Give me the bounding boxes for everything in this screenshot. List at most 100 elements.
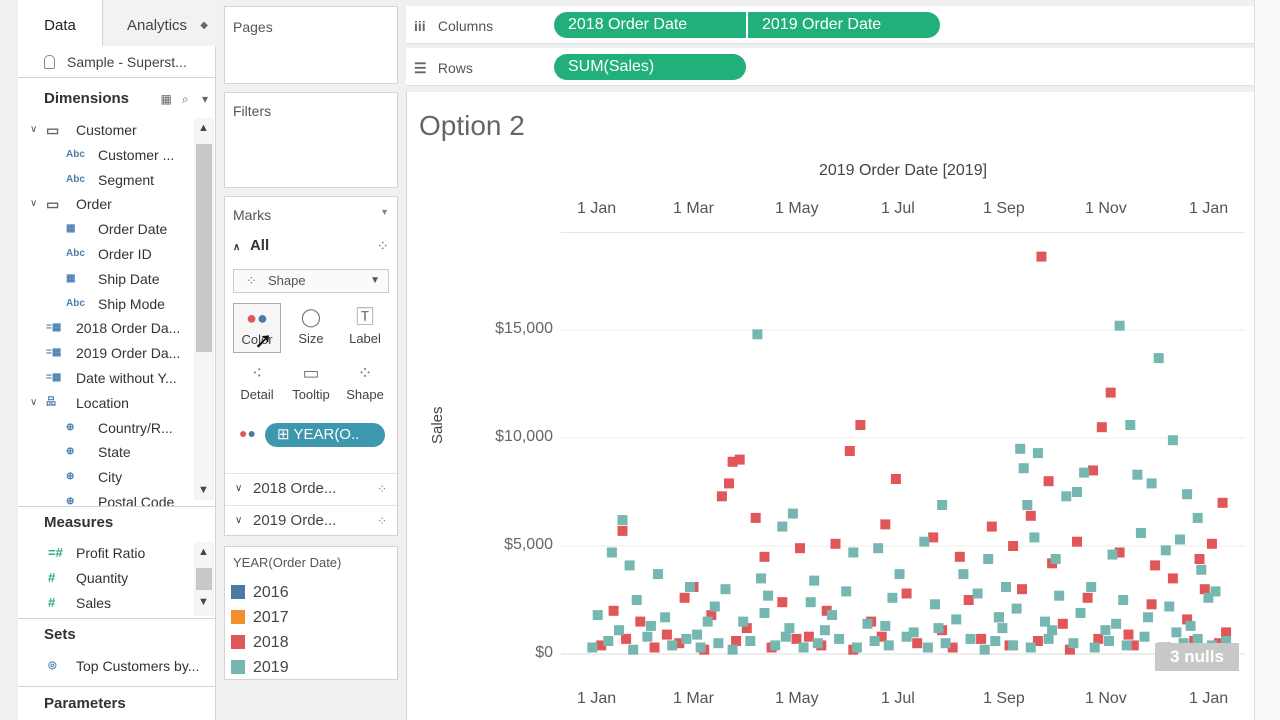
data-point-2018[interactable] bbox=[1008, 541, 1019, 551]
data-point-2018[interactable] bbox=[947, 642, 958, 653]
data-point-2019[interactable] bbox=[1111, 618, 1122, 629]
data-point-2019[interactable] bbox=[614, 625, 624, 636]
data-point-2019[interactable] bbox=[685, 582, 695, 592]
data-point-2018[interactable] bbox=[1025, 510, 1036, 521]
scroll-down-icon[interactable]: ▼ bbox=[198, 484, 209, 496]
data-point-2019[interactable] bbox=[617, 515, 628, 526]
data-point-2018[interactable] bbox=[912, 638, 923, 649]
data-point-2019[interactable] bbox=[1068, 638, 1079, 649]
data-point-2019[interactable] bbox=[1192, 512, 1203, 523]
data-point-2019[interactable] bbox=[983, 554, 994, 564]
data-point-2018[interactable] bbox=[1043, 476, 1054, 487]
grid-view-icon[interactable]: ▦ bbox=[160, 92, 172, 106]
filters-card[interactable]: Filters bbox=[224, 92, 398, 188]
data-point-2019[interactable] bbox=[745, 636, 756, 646]
data-point-2018[interactable] bbox=[1194, 554, 1205, 564]
data-point-2019[interactable] bbox=[1164, 601, 1175, 612]
data-point-2018[interactable] bbox=[1217, 497, 1228, 508]
data-point-2019[interactable] bbox=[752, 329, 763, 340]
data-point-2018[interactable] bbox=[1146, 599, 1157, 610]
data-point-2019[interactable] bbox=[1011, 603, 1022, 614]
data-point-2019[interactable] bbox=[1160, 545, 1171, 556]
data-point-2018[interactable] bbox=[1064, 644, 1075, 655]
data-point-2019[interactable] bbox=[851, 642, 862, 653]
nulls-indicator[interactable]: 3 nulls bbox=[1155, 643, 1239, 671]
legend-item[interactable]: 2016 bbox=[231, 581, 289, 605]
data-point-2019[interactable] bbox=[798, 642, 809, 653]
data-point-2019[interactable] bbox=[930, 599, 940, 610]
data-point-2018[interactable] bbox=[1123, 629, 1134, 640]
data-point-2018[interactable] bbox=[844, 446, 855, 456]
data-point-2019[interactable] bbox=[937, 500, 948, 510]
data-point-2018[interactable] bbox=[963, 595, 974, 605]
marks-all-row[interactable]: ∧ All bbox=[233, 237, 269, 254]
data-point-2019[interactable] bbox=[780, 631, 791, 642]
data-point-2019[interactable] bbox=[1018, 463, 1029, 474]
data-point-2019[interactable] bbox=[951, 614, 962, 625]
data-point-2018[interactable] bbox=[596, 640, 607, 651]
data-point-2018[interactable] bbox=[661, 629, 672, 640]
data-point-2018[interactable] bbox=[1017, 584, 1027, 595]
scatter-plot[interactable] bbox=[561, 232, 1245, 680]
data-point-2019[interactable] bbox=[834, 633, 845, 644]
data-point-2019[interactable] bbox=[784, 623, 795, 634]
data-point-2019[interactable] bbox=[642, 631, 653, 642]
data-point-2019[interactable] bbox=[1135, 528, 1146, 538]
data-point-2019[interactable] bbox=[1089, 642, 1100, 653]
data-point-2018[interactable] bbox=[954, 551, 965, 562]
data-point-2018[interactable] bbox=[1221, 627, 1232, 638]
data-point-2018[interactable] bbox=[1199, 584, 1210, 595]
data-point-2019[interactable] bbox=[1182, 489, 1193, 500]
marks-sub-2018[interactable]: ∨ 2018 Orde... ⁘ bbox=[225, 473, 397, 503]
columns-shelf[interactable]: iii Columns 2018 Order Date 2019 Order D… bbox=[406, 6, 1254, 44]
data-point-2019[interactable] bbox=[1047, 625, 1058, 636]
color-button[interactable]: ●● Color bbox=[233, 303, 281, 353]
data-point-2019[interactable] bbox=[660, 612, 671, 623]
data-point-2019[interactable] bbox=[1153, 353, 1164, 364]
chevron-down-icon[interactable]: ∨ bbox=[30, 198, 38, 210]
data-point-2019[interactable] bbox=[1146, 478, 1157, 489]
columns-pill-2018[interactable]: 2018 Order Date bbox=[554, 12, 746, 38]
data-point-2019[interactable] bbox=[720, 584, 731, 595]
data-point-2019[interactable] bbox=[1061, 491, 1072, 502]
data-point-2019[interactable] bbox=[880, 620, 891, 631]
dimension-item[interactable]: =▦ Date without Y... bbox=[18, 366, 194, 390]
data-point-2018[interactable] bbox=[1036, 251, 1047, 262]
data-point-2018[interactable] bbox=[706, 610, 717, 621]
data-point-2018[interactable] bbox=[1167, 573, 1178, 584]
data-point-2018[interactable] bbox=[876, 631, 887, 642]
data-point-2018[interactable] bbox=[621, 633, 632, 644]
scroll-up-icon[interactable]: ▲ bbox=[198, 546, 209, 558]
data-point-2018[interactable] bbox=[1057, 618, 1068, 629]
data-point-2018[interactable] bbox=[890, 474, 901, 484]
data-point-2019[interactable] bbox=[940, 638, 951, 649]
data-point-2019[interactable] bbox=[1132, 469, 1143, 480]
data-point-2019[interactable] bbox=[1118, 595, 1129, 605]
data-point-2019[interactable] bbox=[787, 508, 798, 519]
data-point-2019[interactable] bbox=[1171, 627, 1182, 638]
tab-analytics[interactable]: Analytics ◆ bbox=[102, 0, 216, 46]
swap-icon[interactable]: ◆ bbox=[200, 20, 208, 31]
data-point-2019[interactable] bbox=[887, 592, 898, 603]
data-point-2018[interactable] bbox=[830, 538, 841, 549]
data-point-2018[interactable] bbox=[880, 519, 891, 530]
label-button[interactable]: 🅃 Label bbox=[341, 303, 389, 353]
data-point-2019[interactable] bbox=[1121, 640, 1132, 651]
rows-pill-sum-sales[interactable]: SUM(Sales) bbox=[554, 54, 746, 80]
tooltip-button[interactable]: ▭ Tooltip bbox=[287, 359, 335, 409]
data-point-2019[interactable] bbox=[1001, 582, 1011, 592]
data-point-2019[interactable] bbox=[1139, 631, 1150, 642]
data-point-2019[interactable] bbox=[770, 640, 781, 651]
data-point-2019[interactable] bbox=[958, 569, 969, 580]
data-point-2019[interactable] bbox=[990, 636, 1001, 646]
dimension-item[interactable]: ⊕ City bbox=[18, 465, 194, 489]
data-point-2019[interactable] bbox=[1029, 532, 1040, 543]
data-point-2018[interactable] bbox=[855, 420, 866, 430]
marks-menu-icon[interactable]: ▼ bbox=[380, 207, 389, 217]
data-point-2019[interactable] bbox=[1043, 633, 1054, 644]
data-point-2018[interactable] bbox=[1128, 640, 1139, 651]
legend-item[interactable]: 2019 bbox=[231, 656, 289, 680]
dropdown-icon[interactable]: ▾ bbox=[201, 92, 208, 106]
dimension-item[interactable]: ⊕ Country/R... bbox=[18, 416, 194, 440]
data-point-2019[interactable] bbox=[1185, 620, 1196, 631]
